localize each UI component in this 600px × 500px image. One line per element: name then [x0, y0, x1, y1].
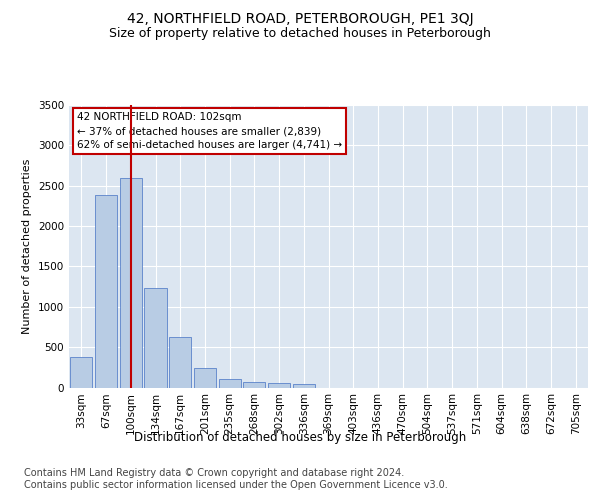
Text: 42, NORTHFIELD ROAD, PETERBOROUGH, PE1 3QJ: 42, NORTHFIELD ROAD, PETERBOROUGH, PE1 3…: [127, 12, 473, 26]
Bar: [95, 194, 117, 388]
Bar: [243, 382, 265, 388]
Bar: [293, 384, 315, 388]
Text: Contains HM Land Registry data © Crown copyright and database right 2024.: Contains HM Land Registry data © Crown c…: [24, 468, 404, 477]
Bar: [119, 178, 142, 388]
Text: Distribution of detached houses by size in Peterborough: Distribution of detached houses by size …: [134, 431, 466, 444]
Bar: [70, 357, 92, 388]
Text: 42 NORTHFIELD ROAD: 102sqm
← 37% of detached houses are smaller (2,839)
62% of s: 42 NORTHFIELD ROAD: 102sqm ← 37% of deta…: [77, 112, 342, 150]
Bar: [218, 380, 241, 388]
Y-axis label: Number of detached properties: Number of detached properties: [22, 158, 32, 334]
Bar: [169, 338, 191, 388]
Text: Size of property relative to detached houses in Peterborough: Size of property relative to detached ho…: [109, 28, 491, 40]
Bar: [145, 288, 167, 388]
Bar: [194, 368, 216, 388]
Text: Contains public sector information licensed under the Open Government Licence v3: Contains public sector information licen…: [24, 480, 448, 490]
Bar: [268, 383, 290, 388]
